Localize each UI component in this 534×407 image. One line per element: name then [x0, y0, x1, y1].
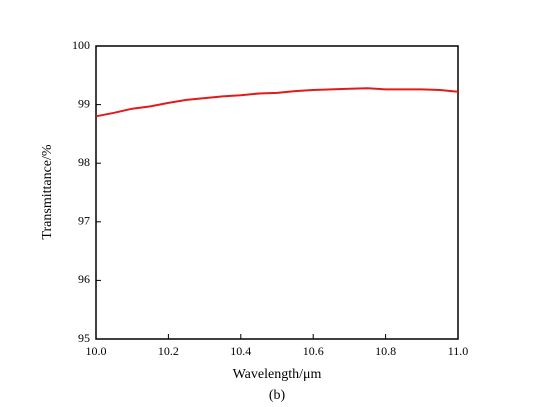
y-tick-label: 99	[78, 96, 90, 110]
y-tick-label: 95	[78, 331, 90, 345]
y-axis-title: Transmittance/%	[40, 144, 55, 239]
x-tick-label: 11.0	[448, 344, 469, 358]
data-line	[95, 87, 459, 118]
x-tick-label: 10.2	[158, 344, 179, 358]
x-tick-label: 10.6	[303, 344, 324, 358]
caption: (b)	[269, 388, 286, 403]
x-tick-label: 10.0	[86, 344, 107, 358]
y-tick-label: 96	[78, 272, 90, 286]
x-tick-label: 10.4	[230, 344, 251, 358]
y-tick-label: 98	[78, 155, 90, 169]
y-tick-label: 100	[72, 38, 90, 52]
x-axis-title: Wavelength/μm	[233, 367, 322, 382]
plot-frame	[95, 45, 459, 340]
x-tick-label: 10.8	[375, 344, 396, 358]
y-tick-label: 97	[78, 214, 90, 228]
